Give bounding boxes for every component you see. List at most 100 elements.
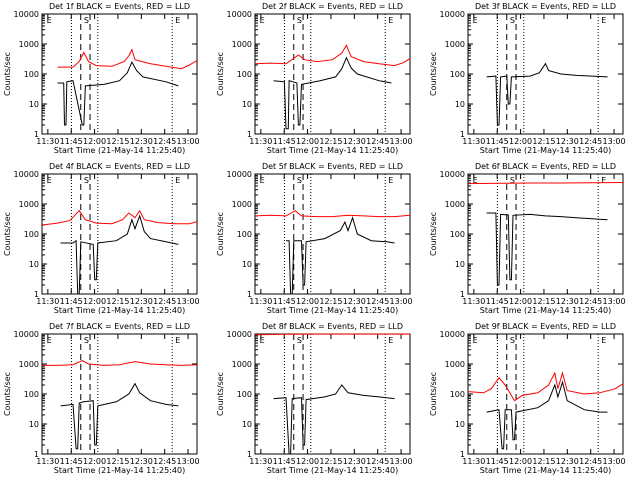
y-tick-label: 1000	[232, 200, 252, 209]
y-tick-label: 10	[455, 260, 465, 269]
x-tick-label: 11:45	[60, 297, 83, 306]
x-tick-label: 12:45	[366, 137, 389, 146]
events-series-line	[273, 384, 395, 455]
y-tick-label: 10	[29, 100, 39, 109]
x-tick-label: 12:30	[130, 297, 153, 306]
y-tick-label: 1	[460, 130, 465, 139]
y-tick-label: 1000	[19, 360, 39, 369]
x-tick-label: 13:00	[177, 297, 200, 306]
x-tick-label: 11:30	[36, 457, 59, 466]
y-tick-label: 100	[450, 390, 465, 399]
y-axis-label: Counts/sec	[429, 212, 438, 256]
marker-label: E	[260, 16, 265, 25]
y-tick-label: 1	[247, 130, 252, 139]
plot-frame	[41, 13, 198, 135]
x-axis-label: Start Time (21-May-14 11:25:40)	[54, 306, 185, 315]
x-tick-label: 12:00	[509, 297, 532, 306]
x-tick-label: 11:45	[60, 137, 83, 146]
plot-frame	[41, 333, 198, 455]
marker-label: E	[175, 336, 180, 345]
x-tick-label: 11:30	[462, 137, 485, 146]
x-axis-label: Start Time (21-May-14 11:25:40)	[54, 466, 185, 475]
x-axis-label: Start Time (21-May-14 11:25:40)	[480, 466, 611, 475]
y-tick-label: 1	[460, 450, 465, 459]
x-tick-label: 11:45	[486, 297, 509, 306]
y-tick-label: 100	[24, 230, 39, 239]
lld-series-line	[467, 371, 624, 402]
y-tick-label: 100	[450, 70, 465, 79]
panel-title: Det 1f BLACK = Events, RED = LLD	[49, 2, 190, 11]
x-tick-label: 11:30	[36, 137, 59, 146]
x-tick-label: 12:15	[532, 457, 555, 466]
panel-title: Det 6f BLACK = Events, RED = LLD	[475, 162, 616, 171]
y-tick-label: 10000	[440, 10, 465, 19]
y-tick-label: 10000	[14, 170, 39, 179]
x-tick-label: 12:30	[556, 137, 579, 146]
events-series-line	[486, 212, 608, 286]
y-tick-label: 100	[237, 390, 252, 399]
panel-title: Det 8f BLACK = Events, RED = LLD	[262, 322, 403, 331]
panel-title: Det 5f BLACK = Events, RED = LLD	[262, 162, 403, 171]
x-tick-label: 12:30	[343, 457, 366, 466]
y-tick-label: 10000	[440, 330, 465, 339]
x-tick-label: 13:00	[603, 297, 626, 306]
lld-series-line	[467, 182, 624, 185]
marker-label: E	[601, 336, 606, 345]
x-tick-label: 12:30	[343, 297, 366, 306]
x-tick-label: 11:30	[462, 457, 485, 466]
detector-panel-1: Det 1f BLACK = Events, RED = LLD E S E 1 10 10…	[3, 2, 200, 155]
y-tick-label: 10000	[14, 330, 39, 339]
events-series-line	[273, 56, 392, 130]
marker-label: S	[510, 336, 515, 345]
y-tick-label: 10000	[227, 10, 252, 19]
events-series-line	[486, 62, 608, 126]
marker-label: S	[84, 336, 89, 345]
x-axis-label: Start Time (21-May-14 11:25:40)	[267, 146, 398, 155]
marker-label: E	[260, 176, 265, 185]
x-tick-label: 12:00	[83, 457, 106, 466]
marker-label: S	[84, 16, 89, 25]
y-tick-label: 10	[29, 420, 39, 429]
y-tick-label: 1000	[445, 200, 465, 209]
y-axis-label: Counts/sec	[3, 52, 12, 96]
y-tick-label: 100	[24, 70, 39, 79]
detector-panel-9: Det 9f BLACK = Events, RED = LLD E S E 1 10 10…	[429, 322, 626, 475]
panel-title: Det 3f BLACK = Events, RED = LLD	[475, 2, 616, 11]
y-axis-label: Counts/sec	[429, 52, 438, 96]
y-tick-label: 1	[34, 450, 39, 459]
x-tick-label: 11:30	[36, 297, 59, 306]
x-tick-label: 13:00	[603, 137, 626, 146]
y-tick-label: 1000	[19, 200, 39, 209]
x-tick-label: 12:45	[579, 137, 602, 146]
panel-title: Det 9f BLACK = Events, RED = LLD	[475, 322, 616, 331]
marker-label: E	[388, 176, 393, 185]
marker-label: E	[473, 176, 478, 185]
marker-label: S	[84, 176, 89, 185]
marker-label: E	[601, 176, 606, 185]
x-tick-label: 12:15	[106, 297, 129, 306]
lld-series-line	[254, 333, 410, 336]
y-tick-label: 1	[34, 130, 39, 139]
y-axis-label: Counts/sec	[216, 212, 225, 256]
plot-frame	[467, 13, 624, 135]
x-tick-label: 12:00	[509, 137, 532, 146]
y-tick-label: 1000	[19, 40, 39, 49]
marker-label: E	[175, 16, 180, 25]
lld-series-line	[41, 209, 198, 226]
events-series-line	[286, 216, 395, 295]
x-tick-label: 13:00	[390, 457, 413, 466]
plot-frame	[254, 173, 411, 295]
x-tick-label: 12:00	[83, 297, 106, 306]
y-tick-label: 100	[24, 390, 39, 399]
y-axis-label: Counts/sec	[3, 212, 12, 256]
x-tick-label: 12:15	[319, 137, 342, 146]
x-tick-label: 12:15	[532, 297, 555, 306]
marker-label: S	[297, 176, 302, 185]
marker-label: E	[47, 336, 52, 345]
x-tick-label: 12:15	[106, 137, 129, 146]
plot-frame	[41, 173, 198, 295]
y-tick-label: 100	[237, 70, 252, 79]
plot-frame	[254, 13, 411, 135]
x-tick-label: 11:45	[273, 137, 296, 146]
